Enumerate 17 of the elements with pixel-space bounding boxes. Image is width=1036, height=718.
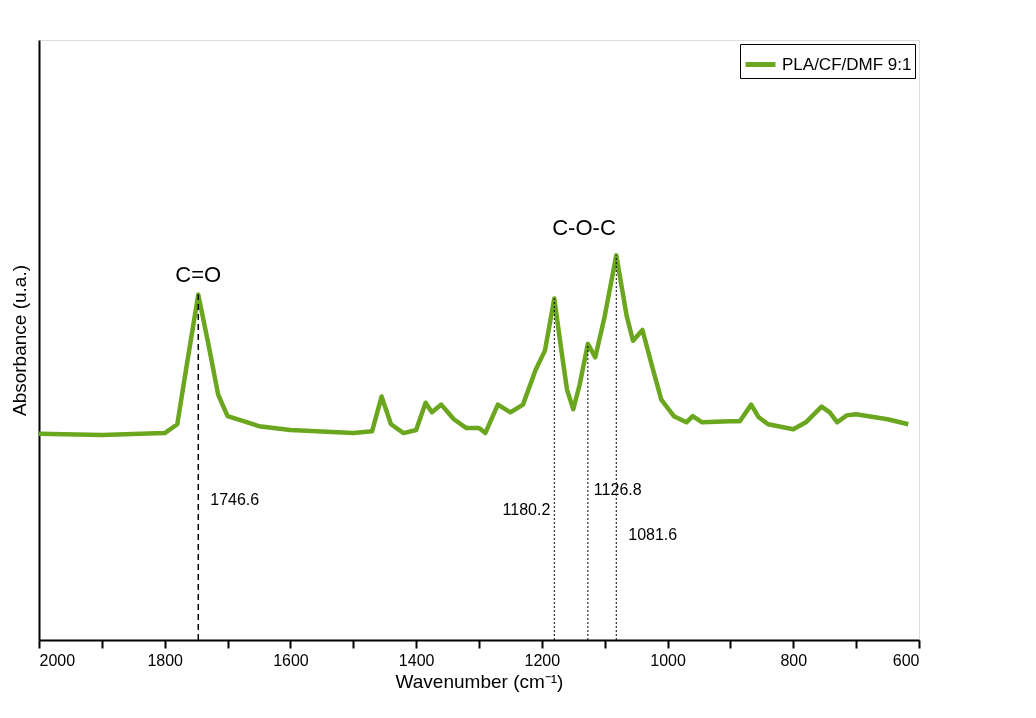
x-tick-label: 2000 [39, 651, 76, 669]
x-tick-label: 1000 [650, 651, 686, 669]
text: C-O-C [552, 215, 616, 240]
x-tick-label: 1200 [524, 651, 561, 669]
x-tick-label: 800 [780, 651, 808, 669]
ref-line-label: 1081.6 [628, 526, 678, 543]
ref-line-label: 1126.8 [593, 481, 642, 498]
x-tick-label: 1800 [147, 651, 184, 669]
x-tick-label: 600 [892, 651, 920, 669]
y-axis-title: Absorbance (u.a.) [8, 264, 30, 417]
ref-line-label: 1746.6 [210, 491, 260, 508]
x-tick-label: 1600 [273, 651, 309, 669]
legend-label: PLA/CF/DMF 9:1 [782, 54, 912, 74]
x-tick-label: 1400 [398, 651, 435, 669]
ref-line-label: 1180.2 [502, 501, 551, 518]
x-axis-title: Wavenumber (cm⁻¹) [395, 670, 564, 692]
annotation: C=O [175, 261, 222, 287]
